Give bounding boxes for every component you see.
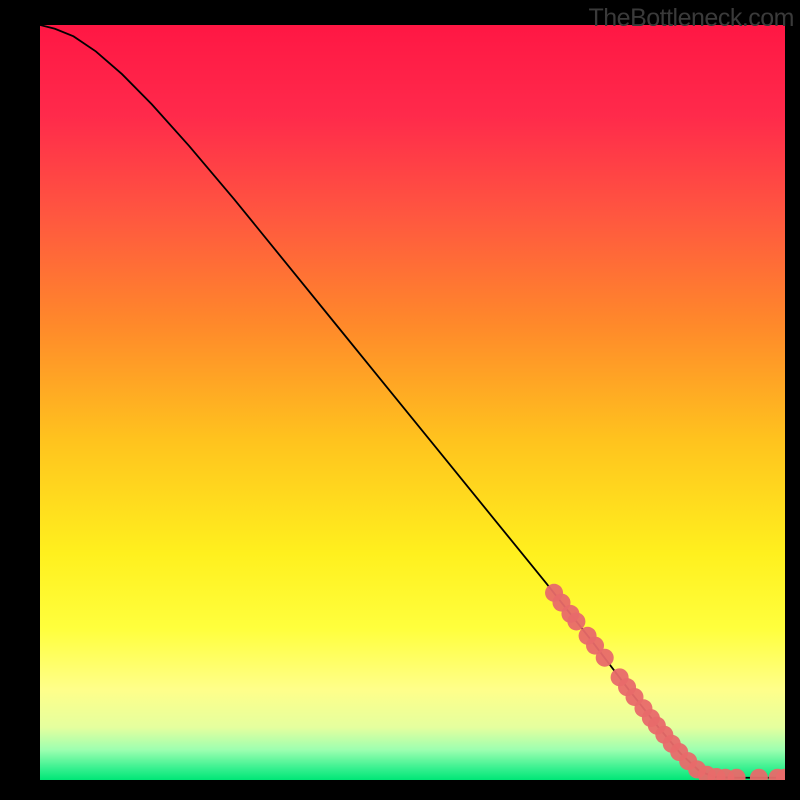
data-markers [545, 584, 785, 780]
chart-overlay [40, 25, 785, 780]
watermark: TheBottleneck.com [589, 4, 795, 33]
data-marker [567, 612, 585, 630]
bottleneck-curve [40, 25, 785, 778]
chart-plot-area [40, 25, 785, 780]
data-marker [596, 649, 614, 667]
data-marker [750, 769, 768, 780]
